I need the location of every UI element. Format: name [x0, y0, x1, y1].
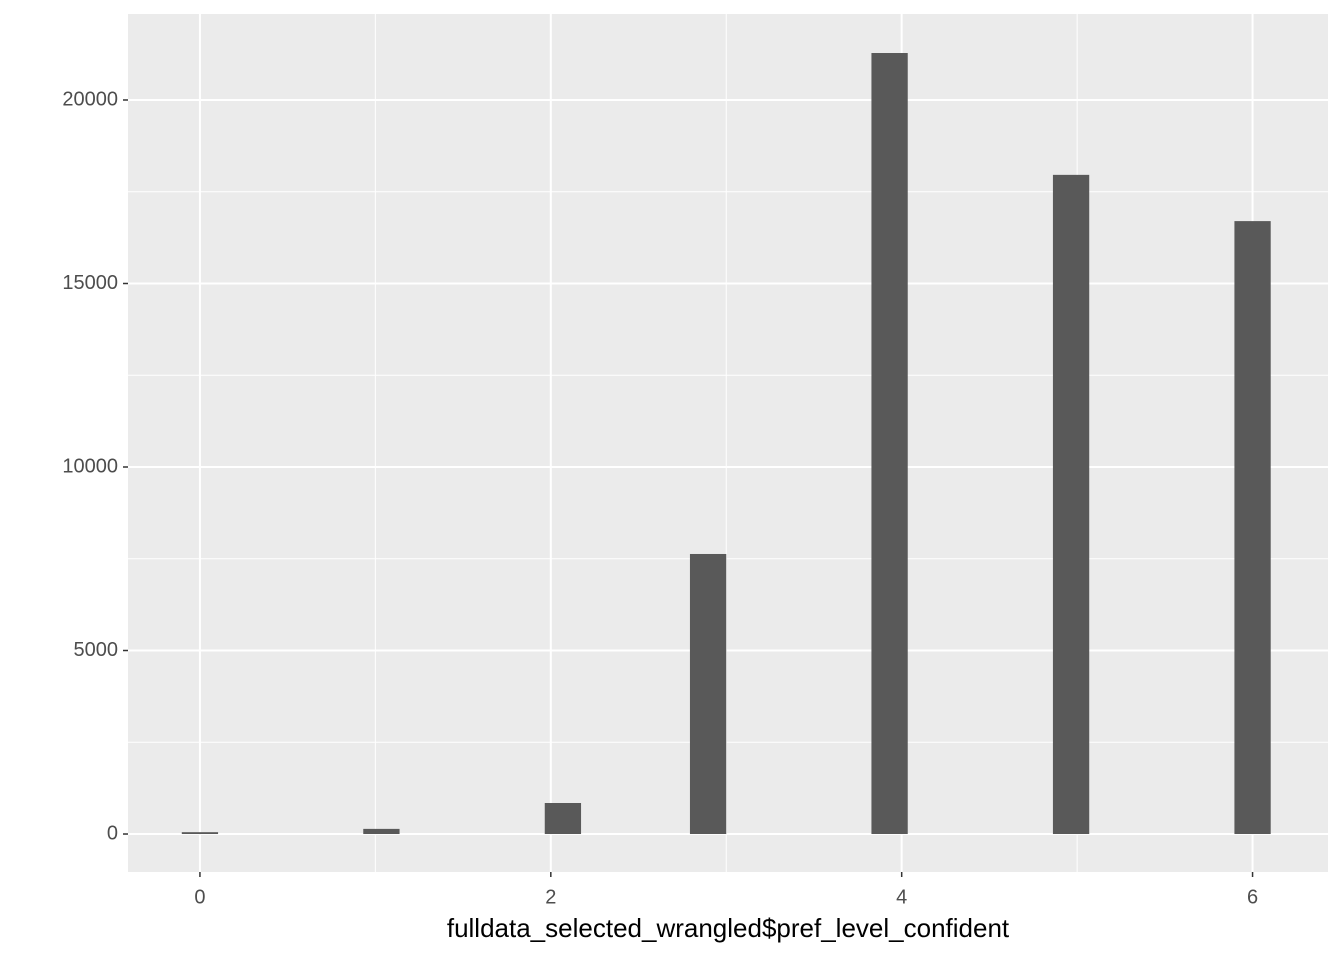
- x-tick-label: 4: [896, 886, 907, 908]
- bar: [1052, 174, 1090, 835]
- y-tick-label: 15000: [62, 272, 118, 294]
- bar: [689, 553, 727, 835]
- bar: [1234, 221, 1271, 835]
- x-tick-label: 2: [545, 886, 556, 908]
- bar: [363, 828, 400, 835]
- x-tick-label: 0: [194, 886, 205, 908]
- y-tick-label: 20000: [62, 88, 118, 110]
- panel: [128, 14, 1328, 872]
- y-tick-label: 0: [107, 822, 118, 844]
- x-axis-label: fulldata_selected_wrangled$pref_level_co…: [447, 913, 1010, 943]
- bar: [544, 803, 582, 835]
- bar: [181, 832, 219, 835]
- y-tick-label: 5000: [74, 639, 119, 661]
- x-tick-label: 6: [1247, 886, 1258, 908]
- y-tick-label: 10000: [62, 455, 118, 477]
- bar: [871, 53, 908, 835]
